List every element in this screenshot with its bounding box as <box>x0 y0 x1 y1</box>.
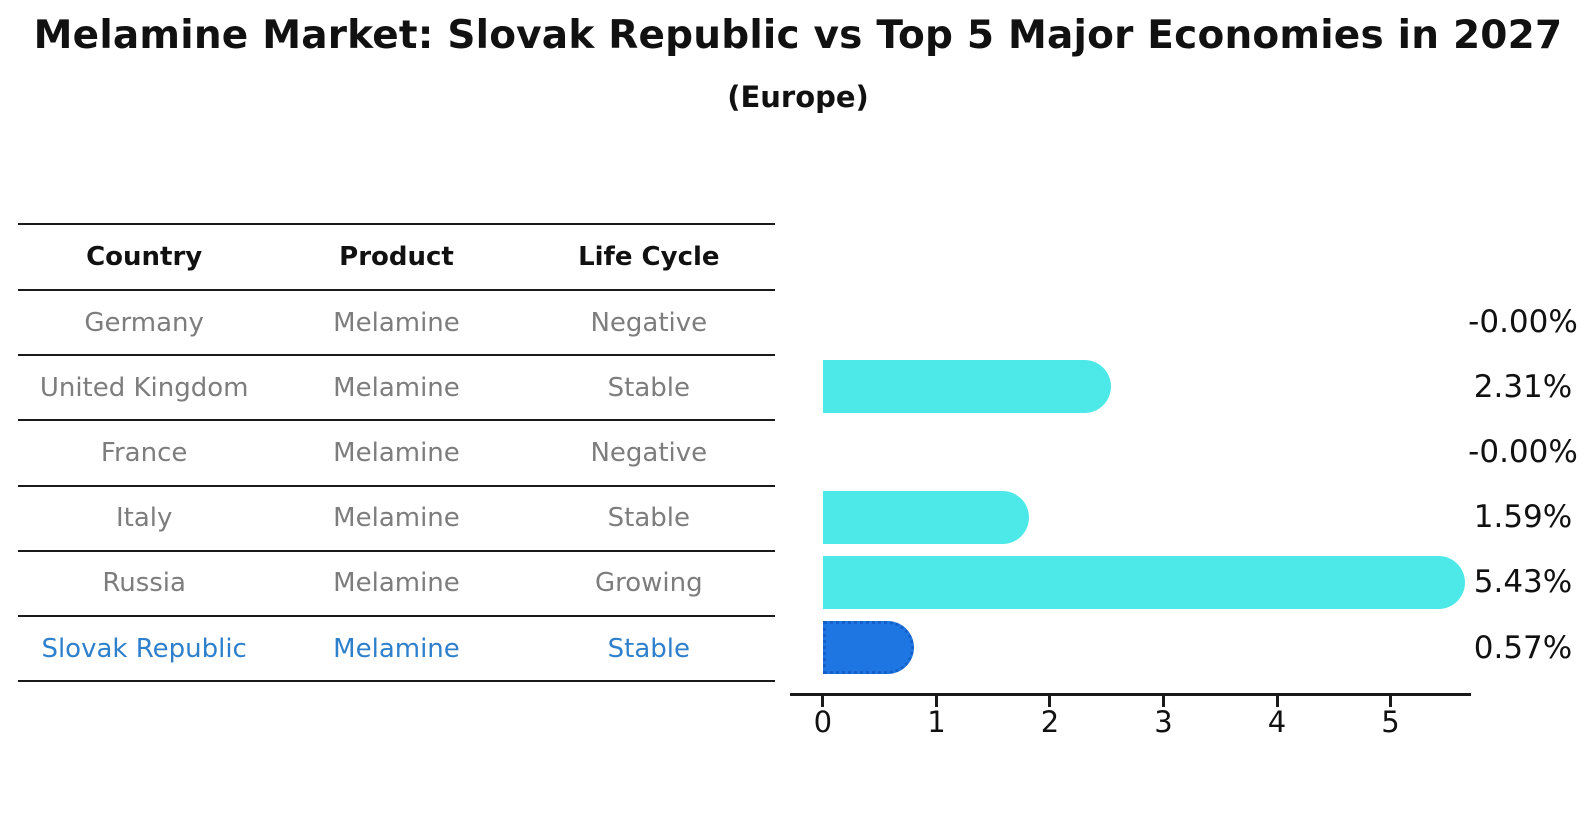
x-axis-tick <box>934 696 938 707</box>
table-row: Germany Melamine Negative <box>18 289 775 354</box>
table-cell-product: Melamine <box>333 503 460 534</box>
table-body: Germany Melamine Negative United Kingdom Mel… <box>18 289 775 680</box>
table-row: Russia Melamine Growing <box>18 549 775 615</box>
bar-russia <box>822 555 1466 609</box>
bar-value-label: -0.00% <box>1468 434 1578 470</box>
table-cell-life-cycle: Stable <box>607 372 690 403</box>
table-cell-country: Germany <box>84 307 204 338</box>
table-cell-life-cycle: Growing <box>594 568 703 599</box>
table-cell-country: Russia <box>102 568 186 599</box>
table-cell-life-cycle: Negative <box>590 307 708 338</box>
x-axis-tick-label: 4 <box>1267 705 1287 739</box>
comparison-table: Country Product Life Cycle Germany Melami… <box>18 223 775 683</box>
table-cell-country: Slovak Republic <box>41 633 247 664</box>
x-axis-tick-label: 3 <box>1154 705 1173 739</box>
table-header-country: Country <box>86 242 203 272</box>
x-axis-tick <box>821 696 825 707</box>
bar-value-label: 2.31% <box>1473 368 1573 405</box>
x-axis-tick-label: 2 <box>1040 705 1060 739</box>
table-cell-product: Melamine <box>333 307 460 338</box>
table-cell-country: Italy <box>115 503 173 534</box>
x-axis-tick-label: 0 <box>813 705 833 739</box>
bar-italy <box>822 490 1030 544</box>
x-axis-tick <box>1389 696 1393 707</box>
chart-subtitle: (Europe) <box>727 80 869 114</box>
table-row: Italy Melamine Stable <box>18 484 775 550</box>
bar-slovak-republic <box>822 621 914 674</box>
bar-chart <box>790 289 1470 680</box>
table-header-row: Country Product Life Cycle <box>18 223 775 289</box>
x-axis-tick-label: 1 <box>927 705 946 739</box>
bar-united-kingdom <box>822 360 1112 414</box>
table-cell-product: Melamine <box>333 633 460 664</box>
table-row: Slovak Republic Melamine Stable <box>18 614 775 680</box>
table-cell-country: United Kingdom <box>39 372 249 403</box>
bar-value-label: 5.43% <box>1473 564 1573 601</box>
bar-value-label: 0.57% <box>1473 629 1573 666</box>
table-cell-life-cycle: Stable <box>607 633 690 664</box>
x-axis-tick <box>1048 696 1052 707</box>
table-header-lifecycle: Life Cycle <box>578 242 720 272</box>
bar-value-label: 1.59% <box>1473 499 1573 536</box>
x-axis-tick-label: 5 <box>1381 705 1400 739</box>
x-axis-tick <box>1275 696 1279 707</box>
table-cell-life-cycle: Stable <box>607 503 690 534</box>
table-cell-country: France <box>100 437 188 468</box>
table-row: France Melamine Negative <box>18 419 775 484</box>
table-cell-product: Melamine <box>333 568 460 599</box>
x-axis-line <box>790 693 1471 696</box>
table-cell-product: Melamine <box>333 437 460 468</box>
bar-value-label: -0.00% <box>1468 303 1578 340</box>
table-cell-product: Melamine <box>333 372 460 403</box>
chart-title: Melamine Market: Slovak Republic vs Top … <box>33 13 1563 58</box>
table-header-product: Product <box>339 242 454 272</box>
x-axis-tick <box>1161 696 1165 707</box>
table-cell-life-cycle: Negative <box>590 437 708 468</box>
table-row: United Kingdom Melamine Stable <box>18 354 775 419</box>
